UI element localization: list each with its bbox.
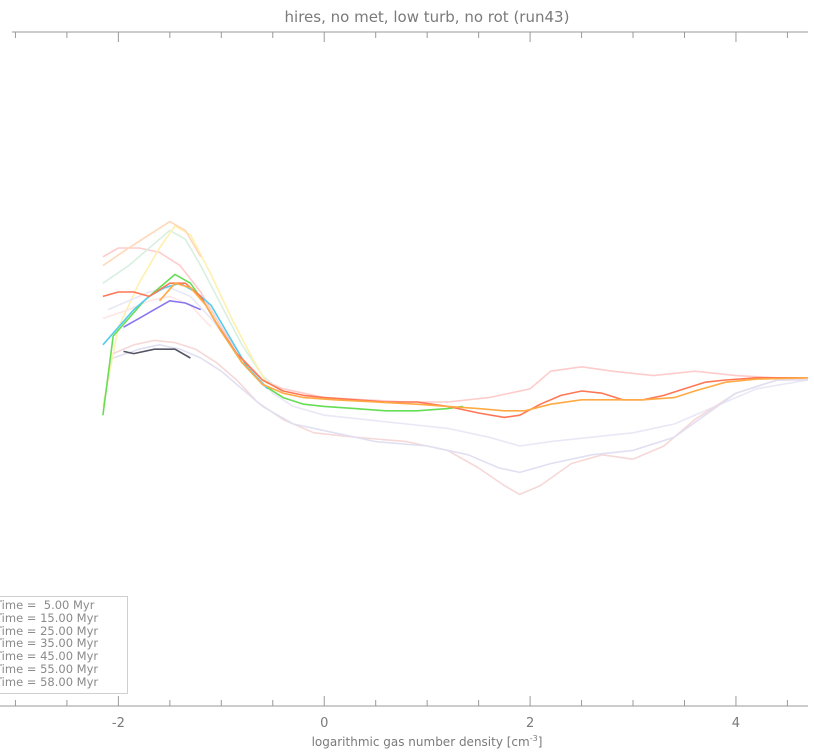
x-tick-label: 0	[320, 716, 328, 731]
x-tick-label: -2	[112, 716, 125, 731]
legend-entry: Time = 45.00 Myr	[0, 649, 99, 664]
x-axis-label: logarithmic gas number density [cm-3]	[312, 734, 543, 749]
legend: Time = 5.00 Myr Time = 15.00 Myr Time = …	[0, 596, 128, 694]
series-line-7	[102, 295, 212, 328]
series-line-12	[158, 282, 809, 412]
series-line-3	[102, 225, 269, 407]
series-line-6	[112, 344, 808, 474]
series-line-5	[112, 339, 808, 496]
series-line-4	[107, 286, 809, 447]
series-group	[102, 220, 809, 496]
series-line-11	[102, 282, 808, 419]
series-line-10	[102, 282, 269, 390]
legend-entry: Time = 5.00 Myr	[0, 598, 95, 612]
series-line-2	[102, 229, 284, 394]
x-tick-label: 2	[526, 716, 534, 731]
x-tick-label: 4	[732, 716, 740, 731]
chart-title: hires, no met, low turb, no rot (run43)	[285, 8, 570, 26]
legend-entry: Time = 25.00 Myr	[0, 623, 99, 638]
legend-entry: Time = 35.00 Myr	[0, 636, 99, 651]
axes: -2 0 2 4	[0, 31, 808, 731]
series-line-14	[123, 348, 191, 359]
series-line-13	[123, 300, 202, 328]
series-line-8	[102, 220, 202, 267]
legend-entry: Time = 55.00 Myr	[0, 661, 99, 676]
legend-entry: Time = 15.00 Myr	[0, 610, 99, 625]
legend-entry: Time = 58.00 Myr	[0, 674, 99, 689]
